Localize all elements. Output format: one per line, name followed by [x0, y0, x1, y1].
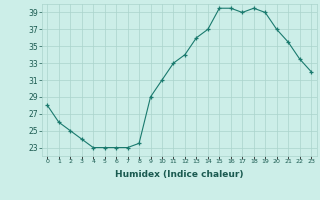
X-axis label: Humidex (Indice chaleur): Humidex (Indice chaleur) [115, 170, 244, 179]
